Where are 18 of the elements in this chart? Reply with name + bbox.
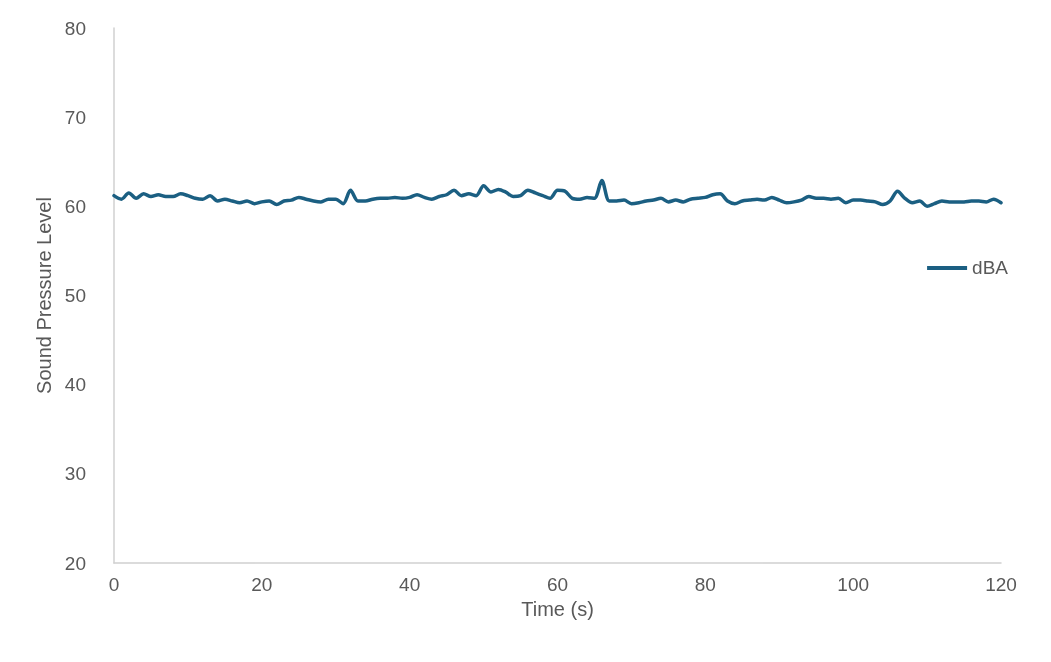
y-tick-label: 70 <box>64 106 86 128</box>
x-tick-label: 0 <box>108 574 120 595</box>
y-tick-label: 60 <box>64 195 86 217</box>
y-tick-label: 40 <box>64 374 86 396</box>
x-tick-label: 100 <box>837 574 870 595</box>
y-tick-label: 30 <box>64 463 86 485</box>
legend-label: dBA <box>972 257 1009 279</box>
x-tick-label: 60 <box>546 574 569 595</box>
x-tick-label: 40 <box>399 574 421 595</box>
y-tick-label: 20 <box>64 552 86 574</box>
y-tick-label: 50 <box>64 285 86 306</box>
line-series <box>112 178 1003 209</box>
x-axis-title: Time (s) <box>521 597 594 620</box>
x-tick-label: 80 <box>694 574 716 595</box>
x-tick-label: 20 <box>251 574 273 595</box>
y-tick-label: 80 <box>64 17 86 39</box>
y-axis-title: Sound Pressure Level <box>32 197 55 394</box>
x-tick-label: 120 <box>985 574 1017 595</box>
